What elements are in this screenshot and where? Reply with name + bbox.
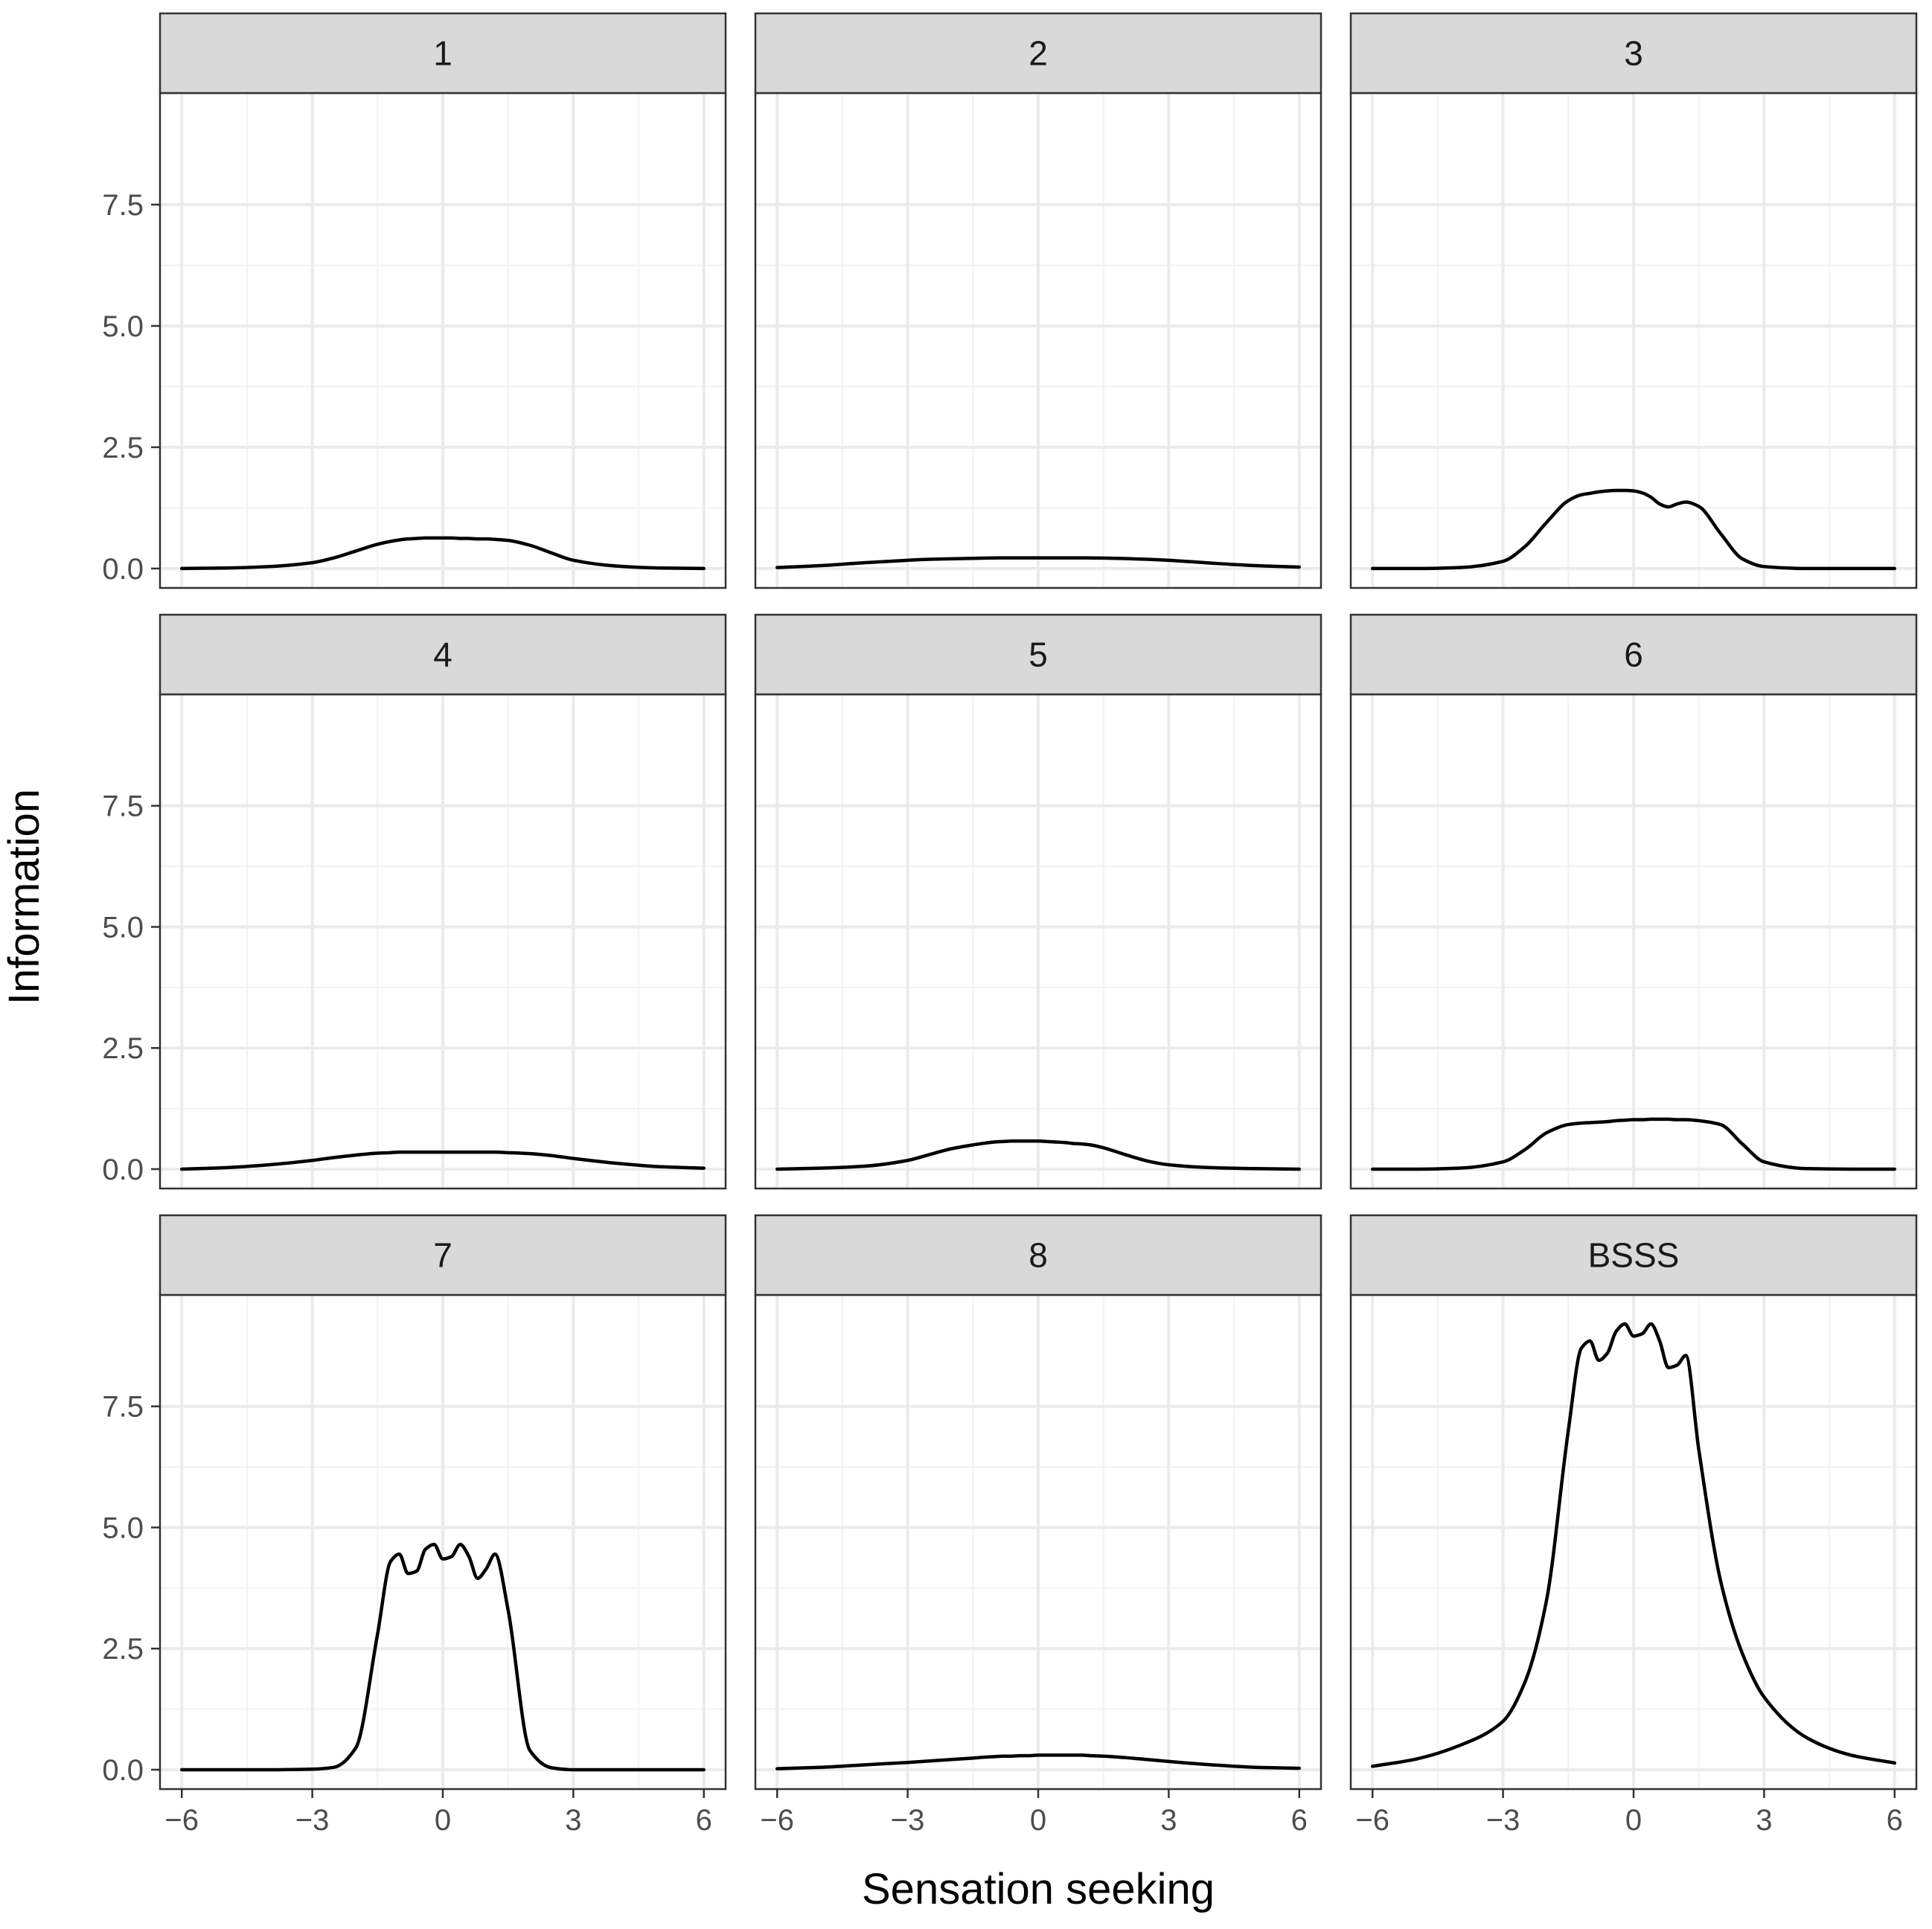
- y-tick-label: 2.5: [102, 432, 144, 464]
- facet-strip: [1349, 12, 1918, 95]
- facet-panel-BSSS: BSSS: [1349, 1214, 1918, 1791]
- information-curve-4: [179, 1150, 706, 1171]
- y-tick-label: 7.5: [102, 790, 144, 823]
- x-tick-label: 6: [1887, 1804, 1903, 1837]
- x-axes-layer: −6 −3 0 3 6 −6 −3 0 3 6 −6 −3 0 3 6: [164, 1789, 1903, 1837]
- facet-strip: [159, 12, 727, 95]
- y-tick-label: 5.0: [102, 310, 144, 343]
- x-tick-label: 3: [1160, 1804, 1177, 1837]
- facet-strip-label: 3: [1624, 34, 1643, 73]
- information-curve-6: [1370, 1117, 1897, 1171]
- facet-strip-label: 1: [433, 34, 452, 73]
- x-tick-label: −6: [164, 1804, 199, 1837]
- x-tick-label: 6: [696, 1804, 712, 1837]
- facet-strip-label: 7: [433, 1236, 452, 1275]
- panels-layer: 1 2 3 4 5 6 7 8 BSSS: [159, 12, 1918, 1791]
- facet-panel-8: 8: [754, 1214, 1322, 1791]
- y-axes-layer: 0.0 2.5 5.0 7.5 0.0 2.5 5.0 7.5 0.0 2.5 5.0 7.5: [102, 189, 160, 1787]
- facet-strip: [754, 12, 1322, 95]
- facet-strip: [159, 1214, 727, 1296]
- x-tick-label: 3: [1756, 1804, 1772, 1837]
- facet-strip-label: 5: [1029, 636, 1048, 674]
- facet-panel-6: 6: [1349, 613, 1918, 1190]
- information-curve-2: [775, 556, 1302, 569]
- x-tick-label: 3: [565, 1804, 581, 1837]
- facet-strip-label: 2: [1029, 34, 1048, 73]
- facet-strip: [1349, 1214, 1918, 1296]
- information-curve-BSSS: [1370, 1322, 1897, 1768]
- x-tick-label: −3: [1486, 1804, 1520, 1837]
- facet-strip-label: 6: [1624, 636, 1643, 674]
- x-tick-label: −6: [760, 1804, 794, 1837]
- information-curve-7: [179, 1543, 706, 1772]
- facet-strip-label: 8: [1029, 1236, 1048, 1275]
- y-tick-label: 0.0: [102, 1154, 144, 1186]
- x-tick-label: 0: [435, 1804, 451, 1837]
- x-tick-label: −6: [1355, 1804, 1389, 1837]
- y-axis-title: Information: [0, 789, 48, 1005]
- facet-panel-7: 7: [159, 1214, 727, 1791]
- information-curve-5: [775, 1139, 1302, 1171]
- information-curve-3: [1370, 488, 1897, 571]
- y-tick-label: 7.5: [102, 1391, 144, 1424]
- facet-strip: [754, 1214, 1322, 1296]
- x-tick-label: −3: [891, 1804, 925, 1837]
- facet-strip: [159, 613, 727, 696]
- y-tick-label: 0.0: [102, 1754, 144, 1787]
- y-tick-label: 5.0: [102, 911, 144, 944]
- y-tick-label: 7.5: [102, 189, 144, 222]
- information-curve-8: [775, 1753, 1302, 1770]
- x-tick-label: 6: [1291, 1804, 1308, 1837]
- information-curve-1: [179, 536, 706, 571]
- facet-strip: [754, 613, 1322, 696]
- facet-strip-label: BSSS: [1588, 1236, 1680, 1275]
- facet-panel-4: 4: [159, 613, 727, 1190]
- facet-strip: [1349, 613, 1918, 696]
- x-tick-label: 0: [1030, 1804, 1046, 1837]
- y-tick-label: 2.5: [102, 1032, 144, 1065]
- y-tick-label: 0.0: [102, 553, 144, 586]
- facet-strip-label: 4: [433, 636, 452, 674]
- facet-panel-5: 5: [754, 613, 1322, 1190]
- y-tick-label: 5.0: [102, 1511, 144, 1544]
- facet-panel-1: 1: [159, 12, 727, 589]
- x-tick-label: 0: [1625, 1804, 1642, 1837]
- facet-panel-2: 2: [754, 12, 1322, 589]
- x-tick-label: −3: [295, 1804, 330, 1837]
- x-axis-title: Sensation seeking: [862, 1865, 1215, 1913]
- y-tick-label: 2.5: [102, 1633, 144, 1666]
- facet-panel-3: 3: [1349, 12, 1918, 589]
